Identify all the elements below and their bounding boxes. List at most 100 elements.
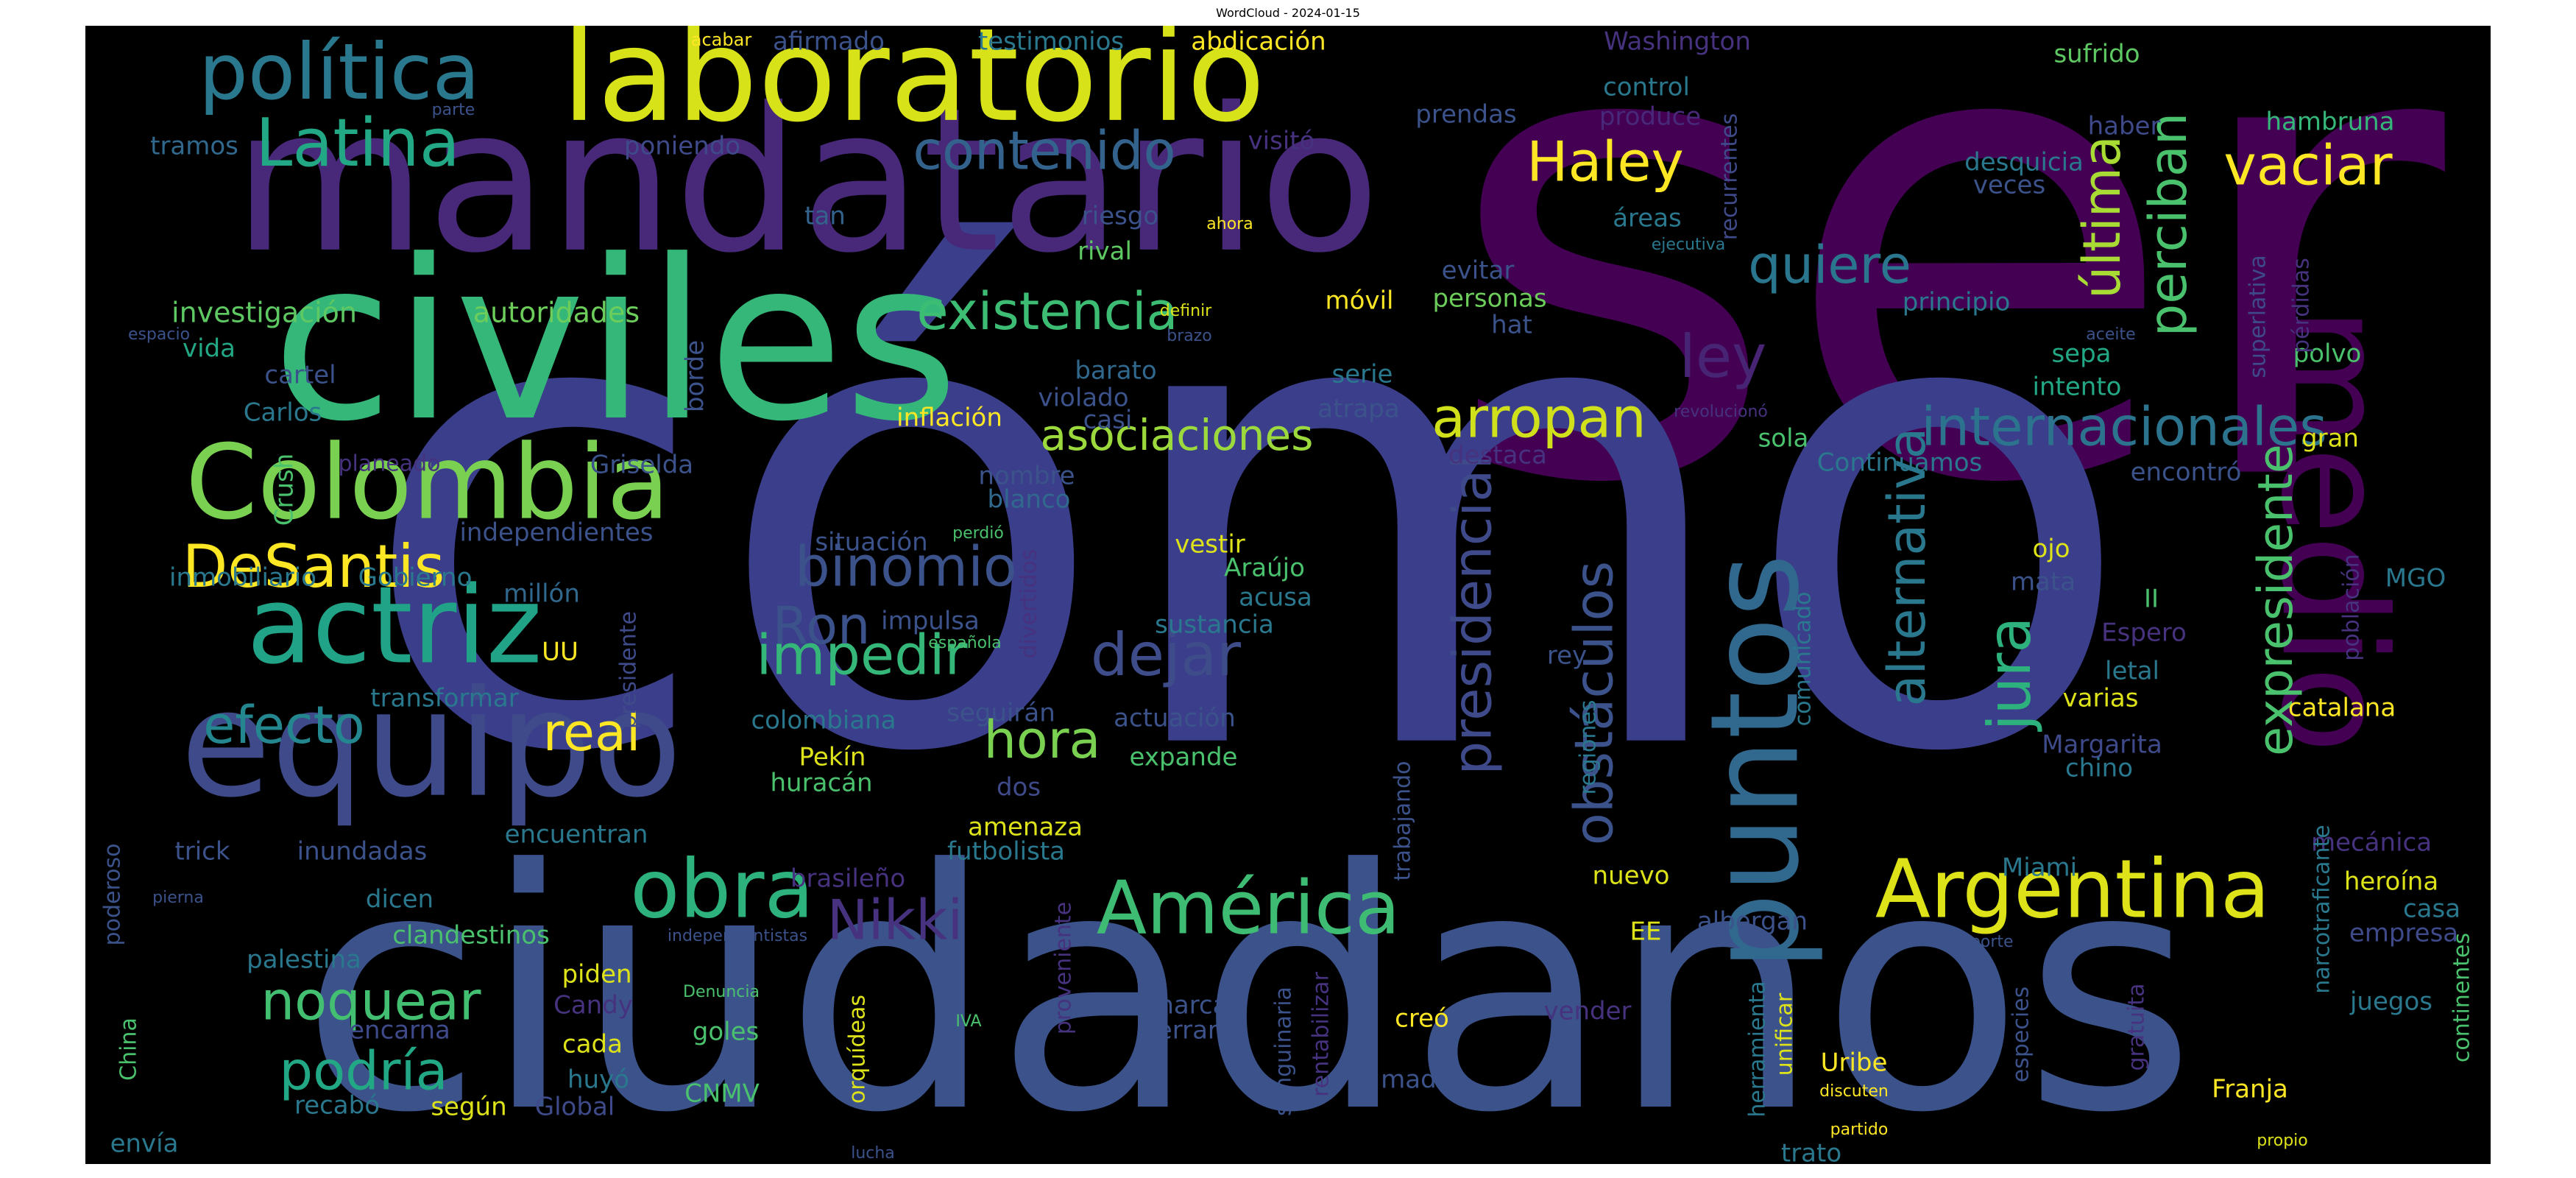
word-catalana: catalana	[2288, 694, 2396, 723]
word-polvo: polvo	[2293, 339, 2362, 369]
word-binomio: binomio	[795, 535, 1017, 599]
word-ley: ley	[1680, 322, 1767, 391]
word-trick: trick	[174, 837, 230, 867]
word-hora: hora	[984, 710, 1101, 770]
word-ojo: ojo	[2032, 535, 2070, 564]
word-ii: II	[2144, 585, 2159, 614]
word-dejar: dejar	[1091, 621, 1241, 689]
word-washington: Washington	[1604, 27, 1751, 57]
word-presidencial: presidencial	[1442, 455, 1504, 775]
word-parte: parte	[432, 101, 475, 119]
word-sola: sola	[1758, 424, 1809, 454]
word-ultima: última	[2072, 135, 2132, 299]
word-partido: partido	[1830, 1121, 1889, 1139]
word-equipo: equipo	[180, 659, 682, 830]
word-civiles: civiles	[272, 213, 958, 470]
figure-title: WordCloud - 2024-01-15	[1216, 6, 1360, 20]
word-expande: expande	[1130, 743, 1238, 772]
word-arropan: arropan	[1432, 386, 1646, 451]
word-varias: varias	[2063, 684, 2139, 713]
word-albergan: albergan	[1697, 907, 1808, 937]
word-encontro: encontró	[2131, 458, 2242, 487]
word-medio: medio	[2250, 306, 2417, 753]
word-goles: goles	[693, 1017, 759, 1047]
word-intento: intento	[2033, 373, 2122, 402]
word-carlos: Carlos	[244, 398, 322, 428]
word-orquideas: orquídeas	[845, 995, 871, 1104]
word-argentina: Argentina	[1875, 842, 2271, 936]
word-recurrentes: recurrentes	[1717, 113, 1743, 240]
word-produce: produce	[1599, 102, 1701, 132]
word-casi: casi	[1083, 406, 1133, 435]
word-quiere: quiere	[1748, 235, 1911, 295]
word-perciban: perciban	[2138, 113, 2198, 336]
word-creo: creó	[1395, 1004, 1449, 1034]
word-actriz: actriz	[247, 564, 542, 688]
word-haber: haber	[2088, 112, 2161, 141]
word-herramienta: herramienta	[1745, 981, 1771, 1117]
word-recabo: recabó	[294, 1091, 380, 1121]
word-colombiana: colombiana	[751, 706, 896, 736]
word-dos: dos	[997, 773, 1041, 803]
word-sufrido: sufrido	[2053, 40, 2140, 69]
word-como: cómo	[357, 139, 2137, 894]
word-gratuita: gratuita	[2124, 983, 2150, 1071]
word-autoridades: autoridades	[473, 297, 640, 329]
word-latina: Latina	[255, 105, 460, 182]
word-borde: borde	[681, 340, 710, 412]
word-vida: vida	[183, 334, 236, 364]
word-hambruna: hambruna	[2266, 107, 2395, 137]
word-riesgo: riesgo	[1082, 202, 1158, 231]
word-contenido: contenido	[913, 120, 1175, 182]
word-continuamos: Continuamos	[1817, 448, 1982, 478]
word-huracan: huracán	[771, 769, 873, 798]
word-expresidente: expresidente	[2248, 444, 2304, 756]
word-laboratorio: laboratorio	[562, 26, 1266, 151]
word-superlativa: superlativa	[2246, 255, 2271, 378]
word-internacionales: internacionales	[1921, 396, 2326, 458]
word-real: real	[543, 702, 641, 763]
word-china: China	[116, 1017, 142, 1081]
word-proveniente: proveniente	[1051, 902, 1077, 1034]
word-perdio: perdió	[952, 524, 1004, 543]
word-investigacion: investigación	[171, 297, 357, 329]
word-inundadas: inundadas	[297, 837, 428, 867]
word-unificar: unificar	[1772, 992, 1798, 1076]
word-control: control	[1603, 73, 1690, 102]
word-envia: envía	[110, 1129, 179, 1159]
word-transporte: transporte	[1928, 933, 2013, 951]
word-ee: EE	[1630, 917, 1662, 947]
word-poblacion: población	[2339, 554, 2365, 660]
word-visito: visitó	[1248, 127, 1315, 156]
word-principio: principio	[1903, 288, 2011, 317]
word-segun: según	[431, 1093, 506, 1122]
word-heroina: heroína	[2344, 867, 2438, 897]
word-violado: violado	[1038, 384, 1128, 413]
word-lucha: lucha	[851, 1144, 895, 1163]
word-piden: piden	[562, 960, 631, 990]
word-sepa: sepa	[2051, 339, 2111, 369]
word-espanola: española	[928, 634, 1001, 652]
word-asociaciones: asociaciones	[1041, 410, 1314, 460]
word-cartel: cartel	[264, 361, 336, 390]
word-araujo: Araújo	[1224, 554, 1305, 583]
word-pierna: pierna	[152, 889, 204, 907]
word-espero: Espero	[2101, 618, 2187, 648]
word-trato: trato	[1781, 1139, 1841, 1165]
word-nuevo: nuevo	[1593, 861, 1670, 891]
word-vender: vender	[1543, 997, 1631, 1026]
word-miami: Miami	[2002, 853, 2077, 883]
word-america: América	[1097, 864, 1401, 950]
word-casa: casa	[2403, 895, 2460, 924]
word-atrapa: atrapa	[1317, 395, 1399, 424]
word-puntos: puntos	[1684, 554, 1825, 970]
word-noquear: noquear	[261, 970, 481, 1032]
word-desquicia: desquicia	[1964, 148, 2084, 177]
word-espacio: espacio	[128, 325, 190, 344]
word-palestina: palestina	[247, 945, 361, 975]
word-denuncia: Denuncia	[683, 983, 760, 1001]
word-gobierno: Gobierno	[358, 563, 473, 593]
word-iva: IVA	[955, 1012, 981, 1031]
word-rival: rival	[1078, 237, 1132, 267]
